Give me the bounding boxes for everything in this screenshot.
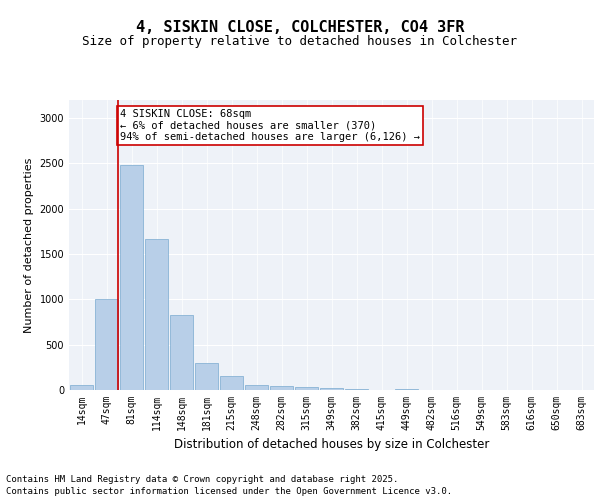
Bar [269, 386, 293, 390]
Bar [320, 388, 343, 390]
Bar [194, 364, 218, 390]
Bar [145, 238, 169, 390]
Bar [395, 388, 418, 390]
Text: Contains HM Land Registry data © Crown copyright and database right 2025.: Contains HM Land Registry data © Crown c… [6, 474, 398, 484]
Bar [220, 376, 244, 390]
Bar [70, 386, 94, 390]
Text: 4 SISKIN CLOSE: 68sqm
← 6% of detached houses are smaller (370)
94% of semi-deta: 4 SISKIN CLOSE: 68sqm ← 6% of detached h… [120, 109, 420, 142]
Y-axis label: Number of detached properties: Number of detached properties [24, 158, 34, 332]
Bar [245, 386, 268, 390]
Text: Contains public sector information licensed under the Open Government Licence v3: Contains public sector information licen… [6, 486, 452, 496]
X-axis label: Distribution of detached houses by size in Colchester: Distribution of detached houses by size … [174, 438, 489, 452]
Bar [119, 165, 143, 390]
Bar [295, 388, 319, 390]
Bar [170, 315, 193, 390]
Text: 4, SISKIN CLOSE, COLCHESTER, CO4 3FR: 4, SISKIN CLOSE, COLCHESTER, CO4 3FR [136, 20, 464, 35]
Text: Size of property relative to detached houses in Colchester: Size of property relative to detached ho… [83, 34, 517, 48]
Bar [95, 300, 118, 390]
Bar [344, 389, 368, 390]
